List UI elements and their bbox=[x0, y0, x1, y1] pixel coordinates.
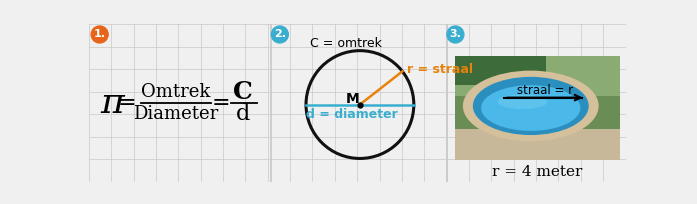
Text: 1.: 1. bbox=[93, 30, 106, 40]
Circle shape bbox=[91, 26, 108, 43]
Text: M: M bbox=[345, 92, 359, 106]
Ellipse shape bbox=[481, 85, 581, 131]
Bar bbox=[454, 56, 620, 95]
Bar bbox=[454, 129, 620, 160]
Text: 3.: 3. bbox=[450, 30, 461, 40]
Text: r = straal: r = straal bbox=[407, 63, 473, 75]
Text: π: π bbox=[100, 86, 124, 120]
Circle shape bbox=[447, 26, 464, 43]
Ellipse shape bbox=[498, 94, 547, 109]
Circle shape bbox=[271, 26, 289, 43]
Bar bbox=[454, 56, 546, 85]
Text: C: C bbox=[233, 80, 253, 104]
Ellipse shape bbox=[473, 77, 589, 135]
Text: r = 4 meter: r = 4 meter bbox=[492, 165, 583, 179]
Text: C = omtrek: C = omtrek bbox=[310, 37, 382, 50]
Text: d: d bbox=[236, 103, 250, 125]
Ellipse shape bbox=[463, 71, 599, 141]
Text: =: = bbox=[212, 92, 231, 114]
Text: d = diameter: d = diameter bbox=[307, 108, 398, 121]
Text: 2.: 2. bbox=[274, 30, 286, 40]
Text: Diameter: Diameter bbox=[133, 105, 218, 123]
Bar bbox=[454, 56, 620, 160]
Text: straal = r: straal = r bbox=[516, 84, 573, 97]
Text: =: = bbox=[118, 92, 137, 114]
Text: Omtrek: Omtrek bbox=[141, 83, 210, 101]
